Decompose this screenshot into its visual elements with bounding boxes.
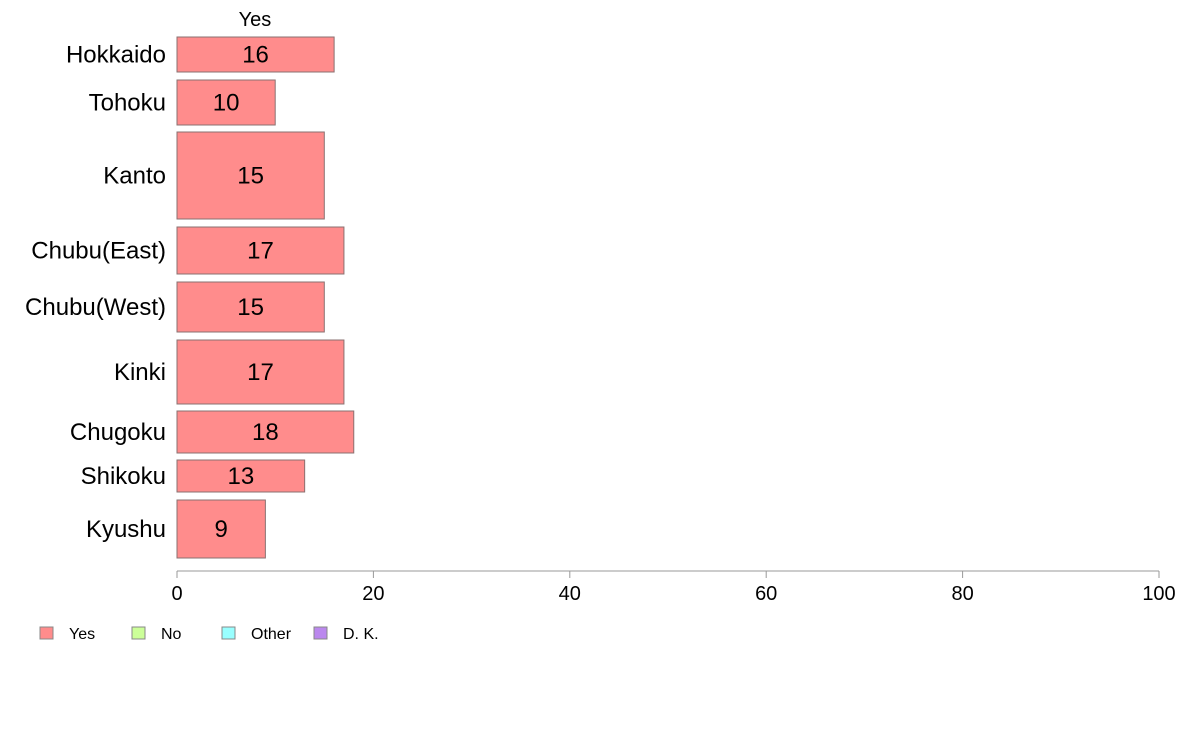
bar — [176, 499, 266, 559]
bar-row: Hokkaido 16 — [66, 36, 335, 73]
bar-row: Kanto 15 — [103, 131, 325, 220]
bar — [176, 79, 276, 126]
bar — [176, 131, 325, 220]
bar-value-label: 13 — [227, 463, 254, 490]
bar-value-label: 15 — [237, 163, 264, 190]
legend-item: D. K. — [313, 626, 379, 643]
category-label: Chubu(West) — [25, 294, 166, 321]
x-tick-label: 20 — [362, 583, 384, 605]
bar-row: Chubu(West) 15 — [25, 281, 325, 333]
x-tick-label: 40 — [559, 583, 581, 605]
bar — [176, 281, 325, 333]
legend-swatch — [221, 626, 236, 640]
bar-value-label: 9 — [215, 516, 228, 543]
bar-value-label: 18 — [252, 419, 279, 446]
legend-swatch — [39, 626, 54, 640]
bar-value-label: 17 — [247, 359, 274, 386]
legend-item: Yes — [39, 626, 95, 643]
legend-label: Yes — [69, 626, 95, 643]
bar-row: Chugoku 18 — [70, 410, 355, 454]
bar-row: Chubu(East) 17 — [31, 226, 345, 275]
legend-swatch — [313, 626, 328, 640]
bar-value-label: 16 — [242, 42, 269, 69]
bar-row: Shikoku 13 — [81, 459, 306, 493]
bar-value-label: 15 — [237, 294, 264, 321]
category-label: Kyushu — [86, 516, 166, 543]
legend-label: D. K. — [343, 626, 379, 643]
x-tick-label: 60 — [755, 583, 777, 605]
x-tick-label: 100 — [1142, 583, 1175, 605]
bar-value-label: 10 — [213, 90, 240, 117]
category-label: Kinki — [114, 359, 166, 386]
bar — [176, 459, 306, 493]
x-axis: 0 20 40 60 80 100 — [171, 570, 1176, 605]
legend-swatch — [131, 626, 146, 640]
bar — [176, 339, 345, 405]
legend-item: Other — [221, 626, 292, 643]
category-label: Shikoku — [81, 463, 166, 490]
x-tick-label: 0 — [171, 583, 182, 605]
bar-row: Tohoku 10 — [89, 79, 276, 126]
bar — [176, 36, 335, 73]
bar — [176, 410, 355, 454]
legend-label: Other — [251, 626, 292, 643]
column-label: Yes — [239, 9, 272, 31]
category-label: Chugoku — [70, 419, 166, 446]
category-label: Chubu(East) — [31, 238, 166, 265]
bar-row: Kyushu 9 — [86, 499, 266, 559]
bar-value-label: 17 — [247, 238, 274, 265]
x-tick-label: 80 — [951, 583, 973, 605]
category-label: Tohoku — [89, 90, 166, 117]
category-label: Hokkaido — [66, 42, 166, 69]
category-label: Kanto — [103, 163, 166, 190]
legend: Yes No Other D. K. — [39, 626, 379, 643]
bar — [176, 226, 345, 275]
legend-item: No — [131, 626, 182, 643]
bar-row: Kinki 17 — [114, 339, 345, 405]
legend-label: No — [161, 626, 182, 643]
